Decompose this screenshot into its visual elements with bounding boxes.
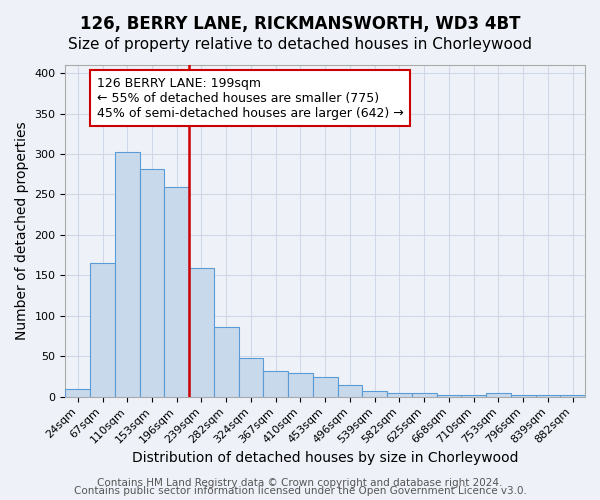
- Text: Contains public sector information licensed under the Open Government Licence v3: Contains public sector information licen…: [74, 486, 526, 496]
- Text: 126 BERRY LANE: 199sqm
← 55% of detached houses are smaller (775)
45% of semi-de: 126 BERRY LANE: 199sqm ← 55% of detached…: [97, 76, 403, 120]
- Text: Contains HM Land Registry data © Crown copyright and database right 2024.: Contains HM Land Registry data © Crown c…: [97, 478, 503, 488]
- Bar: [412, 392, 437, 396]
- Bar: [362, 391, 387, 396]
- Bar: [511, 395, 536, 396]
- Y-axis label: Number of detached properties: Number of detached properties: [15, 122, 29, 340]
- Bar: [189, 268, 214, 396]
- Bar: [536, 395, 560, 396]
- Bar: [214, 327, 239, 396]
- Bar: [338, 384, 362, 396]
- Bar: [239, 358, 263, 397]
- Bar: [65, 388, 90, 396]
- Bar: [387, 392, 412, 396]
- Bar: [461, 395, 486, 396]
- Text: Size of property relative to detached houses in Chorleywood: Size of property relative to detached ho…: [68, 38, 532, 52]
- Bar: [313, 376, 338, 396]
- Bar: [288, 374, 313, 396]
- Bar: [263, 371, 288, 396]
- Bar: [90, 263, 115, 396]
- Bar: [437, 395, 461, 396]
- X-axis label: Distribution of detached houses by size in Chorleywood: Distribution of detached houses by size …: [132, 451, 518, 465]
- Bar: [115, 152, 140, 396]
- Text: 126, BERRY LANE, RICKMANSWORTH, WD3 4BT: 126, BERRY LANE, RICKMANSWORTH, WD3 4BT: [80, 15, 520, 33]
- Bar: [140, 170, 164, 396]
- Bar: [560, 395, 585, 396]
- Bar: [164, 187, 189, 396]
- Bar: [486, 392, 511, 396]
